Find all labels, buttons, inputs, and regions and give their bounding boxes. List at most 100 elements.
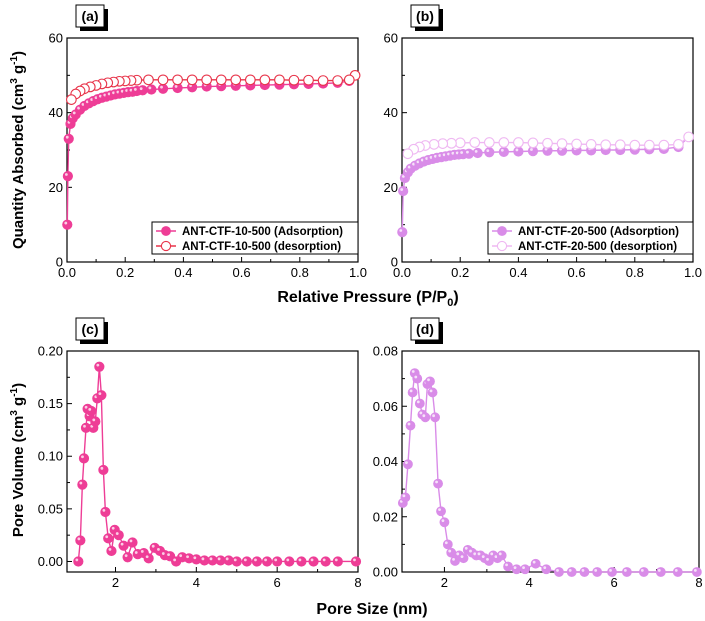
legend-marker — [496, 240, 508, 252]
series-adsorption — [62, 70, 361, 230]
data-point — [78, 453, 90, 464]
x-tick-label: 0.8 — [291, 265, 309, 280]
data-point — [498, 137, 510, 148]
data-point-highlight — [107, 92, 111, 96]
data-point — [320, 556, 331, 567]
x-tick-label: 2 — [112, 575, 119, 590]
data-point-highlight — [112, 91, 115, 95]
data-point — [146, 84, 157, 95]
data-point-highlight — [334, 558, 338, 562]
data-point-highlight — [79, 481, 83, 485]
data-point-highlight — [441, 519, 445, 523]
data-point — [113, 530, 124, 541]
data-point-highlight — [438, 508, 441, 512]
data-point-highlight — [173, 558, 177, 562]
isotherm-y-axis-title: Quantity Absorbed (cm3 g-1) — [9, 51, 27, 249]
x-tick-label: 0.0 — [393, 265, 411, 280]
data-point-highlight — [402, 494, 406, 498]
data-point — [332, 556, 343, 567]
data-point — [542, 137, 553, 149]
panel-label-box — [75, 4, 105, 28]
data-point-highlight — [530, 148, 533, 151]
data-point-highlight — [460, 151, 464, 154]
x-tick-label: 8 — [354, 575, 361, 590]
data-point-highlight — [174, 85, 178, 88]
data-point — [672, 567, 683, 577]
y-tick-label: 0 — [56, 255, 63, 270]
x-tick-label: 0.2 — [116, 265, 134, 280]
data-point — [62, 171, 73, 182]
data-point-highlight — [84, 405, 88, 409]
data-point — [430, 412, 440, 423]
data-point-highlight — [411, 370, 415, 373]
data-point — [75, 535, 86, 546]
legend-label: ANT-CTF-20-500 (desorption) — [518, 241, 677, 253]
data-point — [527, 137, 539, 149]
data-point — [308, 556, 319, 567]
y-tick-label: 0.15 — [38, 396, 63, 411]
data-point-highlight — [498, 552, 502, 556]
x-tick-label: 6 — [274, 575, 281, 590]
data-point — [483, 137, 495, 148]
data-point-highlight — [399, 229, 403, 232]
data-point — [643, 139, 655, 151]
data-point — [621, 567, 632, 577]
data-point-highlight — [435, 480, 438, 484]
data-point-highlight — [409, 389, 413, 393]
data-point-highlight — [129, 539, 133, 543]
data-point-highlight — [120, 542, 124, 546]
data-point — [77, 479, 88, 490]
panel-label: (d) — [416, 321, 434, 337]
data-point — [513, 137, 524, 148]
data-point — [332, 75, 343, 86]
data-point-highlight — [254, 558, 257, 562]
data-point-highlight — [460, 555, 464, 558]
data-point — [600, 139, 612, 151]
data-point-highlight — [427, 378, 430, 382]
series-adsorption — [73, 361, 362, 567]
y-tick-label: 0.10 — [38, 449, 63, 464]
x-tick-label: 2 — [441, 575, 448, 590]
data-point — [454, 137, 466, 149]
data-point-highlight — [522, 566, 525, 570]
data-point-highlight — [75, 558, 79, 562]
data-point-highlight — [243, 558, 247, 562]
data-point-highlight — [455, 151, 459, 155]
data-point — [484, 147, 495, 158]
data-point-highlight — [160, 85, 163, 89]
data-point-highlight — [640, 569, 644, 572]
data-point-highlight — [148, 86, 152, 90]
data-point — [403, 459, 413, 470]
data-point-highlight — [609, 569, 612, 572]
data-point-highlight — [65, 135, 69, 139]
data-point-highlight — [594, 569, 598, 572]
data-point-highlight — [161, 552, 165, 555]
data-point — [143, 553, 154, 564]
data-point-highlight — [100, 466, 104, 470]
data-point-highlight — [102, 509, 106, 512]
data-point — [122, 552, 133, 563]
data-point-highlight — [157, 547, 160, 551]
data-point-highlight — [407, 422, 411, 426]
psd-ylabel-end: ) — [10, 383, 27, 388]
data-point-highlight — [414, 375, 418, 379]
data-point — [412, 373, 423, 384]
data-point — [683, 131, 694, 143]
data-point-highlight — [477, 552, 481, 556]
panel-label: (b) — [416, 8, 434, 24]
y-tick-label: 60 — [384, 31, 398, 46]
y-tick-label: 0.00 — [38, 554, 63, 569]
data-point-highlight — [209, 557, 213, 561]
data-point-highlight — [217, 557, 221, 561]
data-point-highlight — [515, 148, 519, 152]
legend-label: ANT-CTF-20-500 (Adsorption) — [518, 226, 679, 238]
data-point — [433, 478, 443, 489]
panel-label-box — [410, 317, 440, 341]
data-point — [439, 517, 450, 528]
isotherm-xlabel-end: ) — [453, 289, 458, 306]
data-point-highlight — [201, 557, 205, 561]
data-point — [137, 85, 148, 96]
data-point-highlight — [473, 552, 477, 556]
legend-marker — [497, 226, 507, 236]
